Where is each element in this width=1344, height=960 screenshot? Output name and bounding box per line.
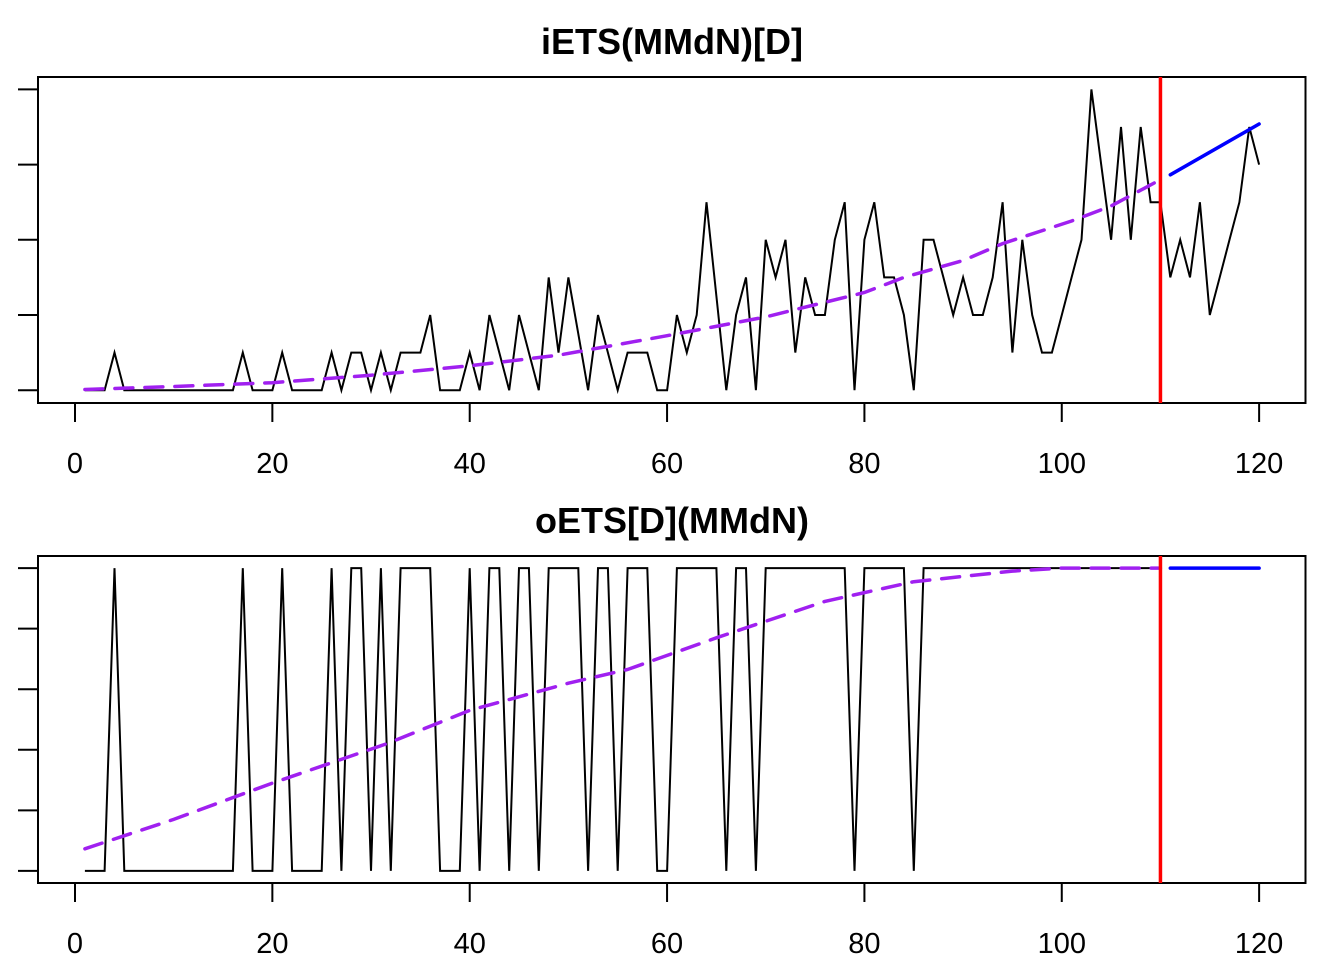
x-tick-label: 40 xyxy=(454,928,486,960)
series-occurrence xyxy=(84,567,1161,872)
series-fitted xyxy=(83,177,1163,392)
x-axis: 0 20 40 60 80 100 120 xyxy=(67,883,1283,960)
y-axis xyxy=(18,88,38,392)
plot-frame xyxy=(37,555,1307,884)
x-axis: 0 20 40 60 80 100 120 xyxy=(67,403,1283,480)
plot-area xyxy=(83,556,1261,883)
chart-title: iETS(MMdN)[D] xyxy=(541,21,803,62)
x-tick-label: 100 xyxy=(1038,928,1086,960)
x-tick-label: 80 xyxy=(848,928,880,960)
series-forecast xyxy=(1168,122,1261,177)
series-fitted xyxy=(83,566,1163,851)
x-tick-label: 0 xyxy=(67,448,83,480)
x-tick-label: 40 xyxy=(454,448,486,480)
y-axis xyxy=(18,567,38,872)
x-tick-label: 60 xyxy=(651,448,683,480)
x-tick-label: 0 xyxy=(67,928,83,960)
series-actuals xyxy=(84,89,1261,395)
x-tick-label: 120 xyxy=(1235,928,1283,960)
x-tick-label: 120 xyxy=(1235,448,1283,480)
x-tick-label: 60 xyxy=(651,928,683,960)
panel-occurrence: oETS[D](MMdN) 0 20 40 60 80 100 120 xyxy=(18,500,1307,960)
chart-title: oETS[D](MMdN) xyxy=(535,500,809,541)
panel-demand: iETS(MMdN)[D] 0 20 40 60 80 100 120 xyxy=(18,21,1307,480)
x-tick-label: 100 xyxy=(1038,448,1086,480)
plot-area xyxy=(83,77,1261,403)
x-tick-label: 80 xyxy=(848,448,880,480)
x-tick-label: 20 xyxy=(256,448,288,480)
x-tick-label: 20 xyxy=(256,928,288,960)
